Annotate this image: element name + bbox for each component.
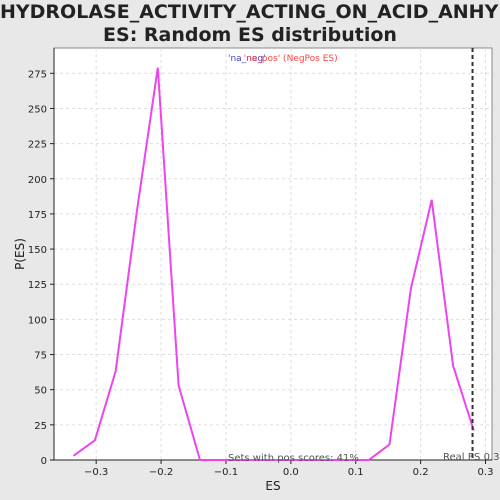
chart-title-line-1: HYDROLASE_ACTIVITY_ACTING_ON_ACID_ANHYDR… — [0, 1, 500, 23]
grid — [54, 48, 492, 460]
legend-neg-label: 'na_neg' — [228, 54, 266, 64]
x-tick-label: −0.1 — [214, 467, 238, 478]
es-distribution-line — [72, 67, 475, 461]
y-tick-label: 200 — [28, 175, 47, 186]
y-tick-label: 150 — [28, 245, 47, 256]
series — [72, 67, 475, 461]
x-axis-label: ES — [265, 479, 280, 493]
plot-area — [53, 47, 493, 461]
y-axis-label: P(ES) — [13, 238, 27, 270]
y-tick-label: 75 — [34, 351, 47, 362]
y-tick-label: 50 — [34, 386, 47, 397]
x-tick-label: −0.3 — [84, 467, 108, 478]
y-tick-label: 175 — [28, 210, 47, 221]
y-tick-label: 125 — [28, 280, 47, 291]
y-tick-label: 250 — [28, 104, 47, 115]
y-tick-label: 100 — [28, 315, 47, 326]
chart-title-line-2: ES: Random ES distribution — [103, 24, 397, 46]
y-tick-label: 25 — [34, 421, 47, 432]
x-tick-label: 0.1 — [348, 467, 364, 478]
y-tick-label: 225 — [28, 140, 47, 151]
real-es-note: Real ES 0.3 — [443, 452, 499, 463]
x-tick-label: 0.3 — [478, 467, 494, 478]
chart-title: HYDROLASE_ACTIVITY_ACTING_ON_ACID_ANHYDR… — [0, 0, 500, 47]
y-tick-label: 275 — [28, 69, 47, 80]
x-ticks: −0.3 −0.2 −0.1 0.0 0.1 0.2 0.3 — [84, 460, 493, 478]
x-tick-label: −0.2 — [149, 467, 173, 478]
x-tick-label: 0.2 — [413, 467, 429, 478]
x-tick-label: 0.0 — [283, 467, 299, 478]
legend-label: 'na_neg''na_pos' (NegPos ES) — [228, 54, 338, 64]
y-tick-label: 0 — [41, 456, 47, 467]
pos-scores-note: Sets with pos scores: 41% — [228, 453, 359, 464]
y-ticks: 0 25 50 75 100 125 150 175 200 225 250 275 — [28, 69, 54, 467]
legend-pos-label: 'na_pos' (NegPos ES) — [244, 54, 338, 64]
